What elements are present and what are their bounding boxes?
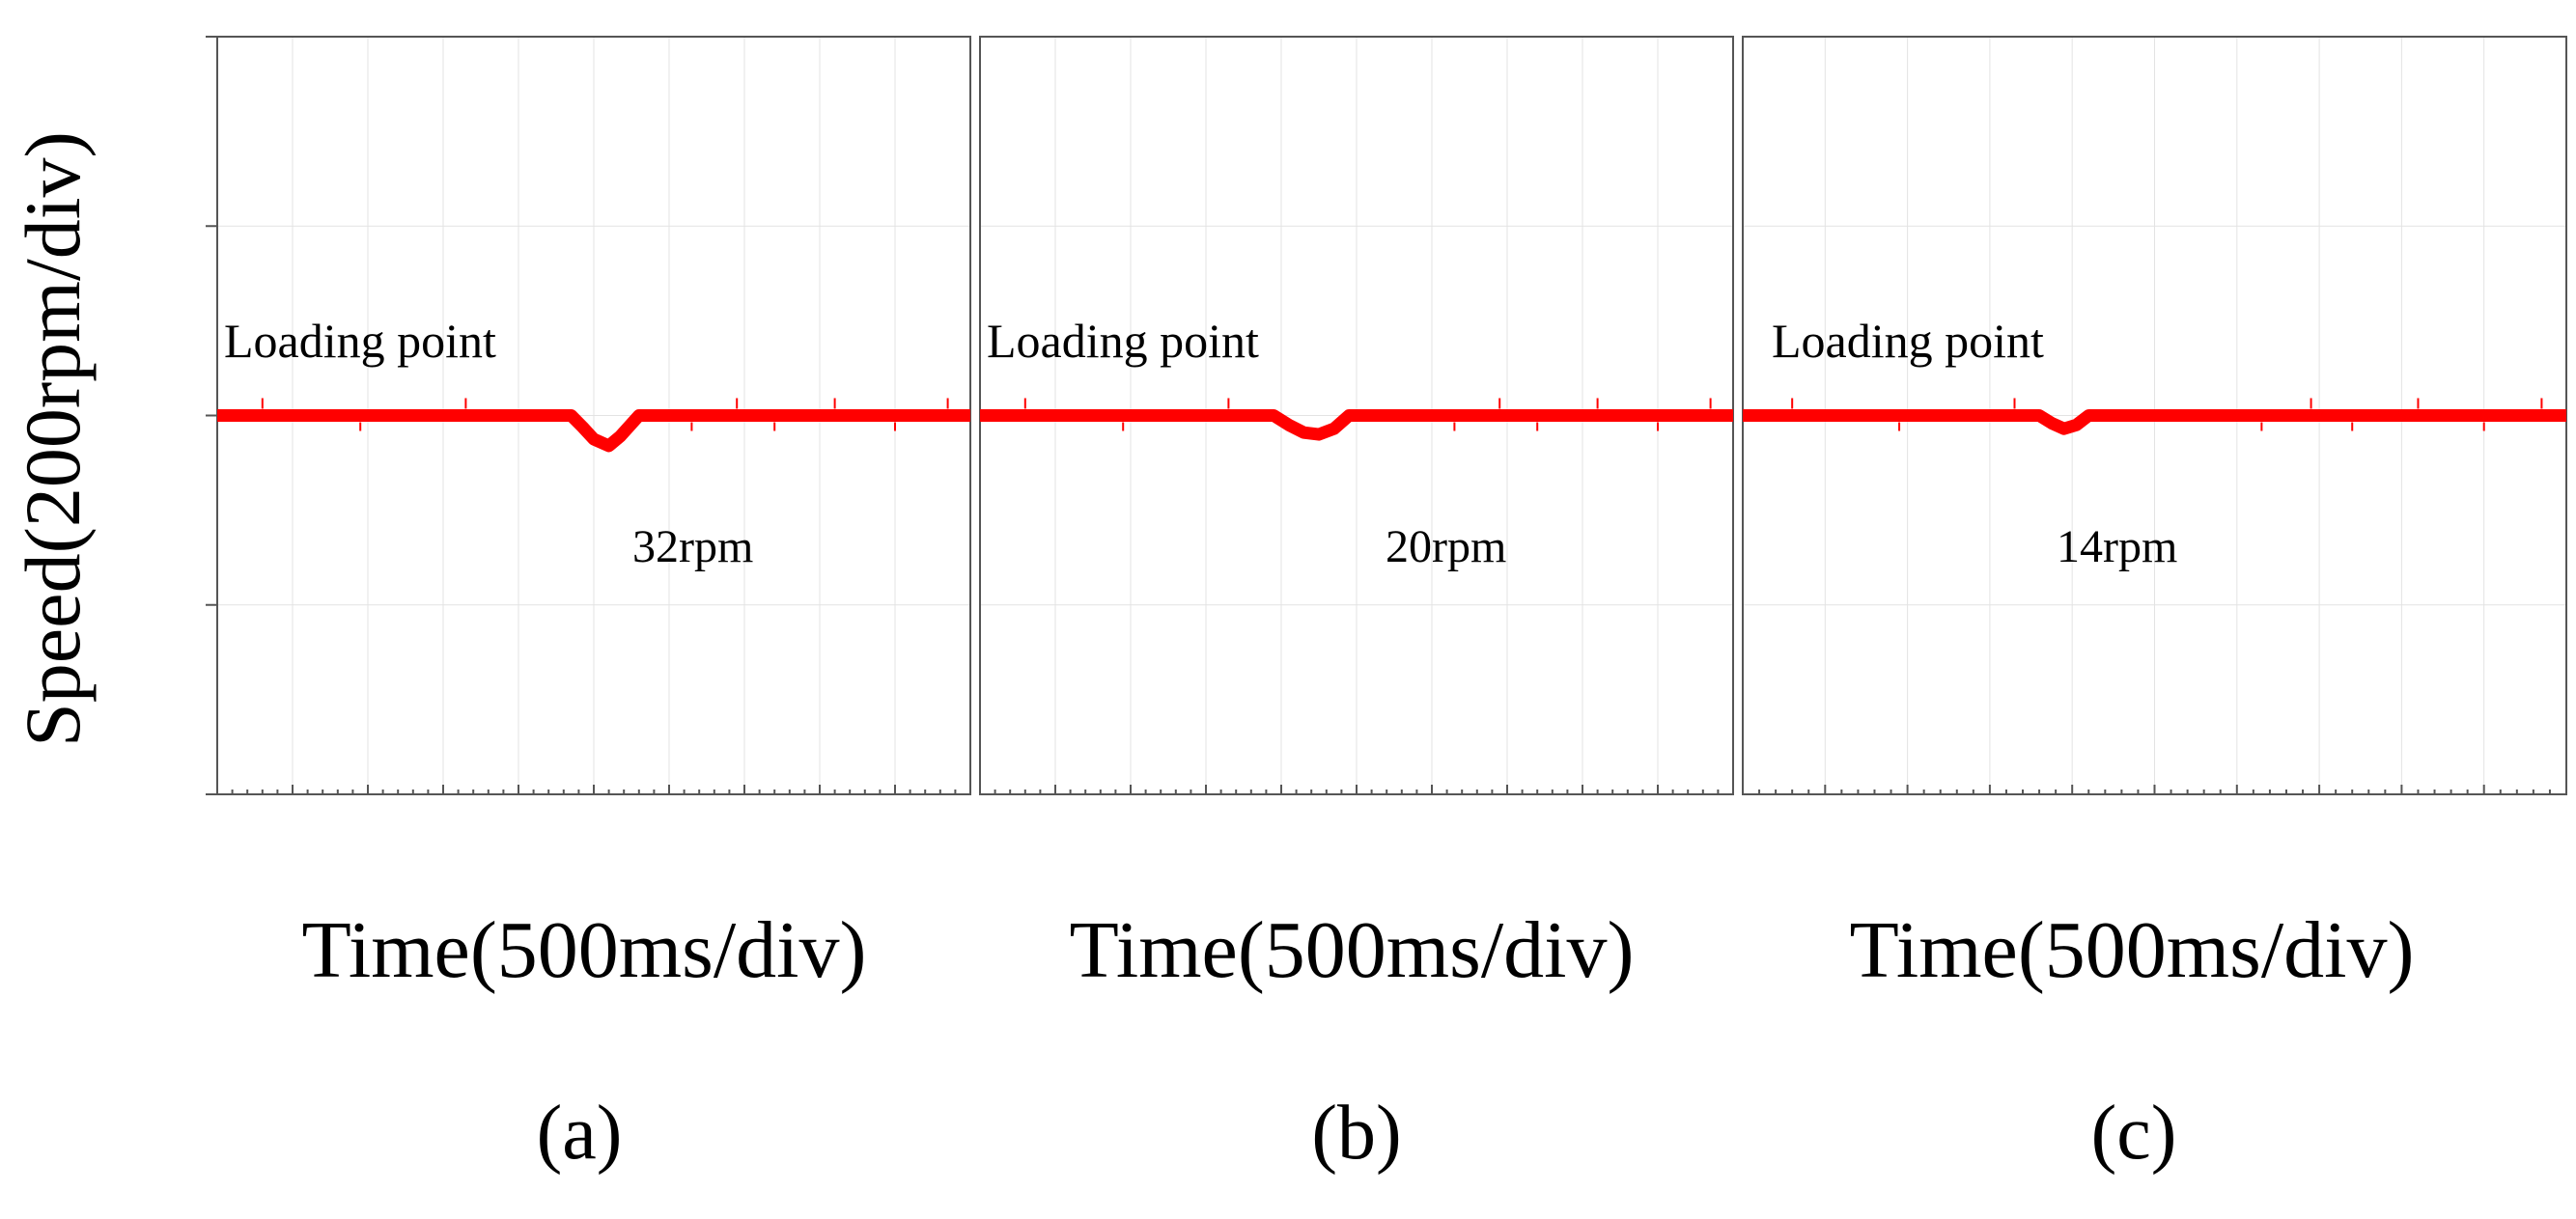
panel-a-speed-trace <box>217 409 970 453</box>
panel-b: Loading point 20rpm Time(500ms/div) (b) <box>979 36 1734 1176</box>
panel-b-dip-label: 20rpm <box>1386 521 1506 572</box>
panel-b-loading-point-label: Loading point <box>987 314 1259 368</box>
panel-a-dip-label: 32rpm <box>632 521 753 572</box>
panel-a-label: (a) <box>537 1091 623 1176</box>
y-axis-label: Speed(200rpm/div) <box>9 131 97 747</box>
panel-c-noise-spikes <box>1791 398 2543 431</box>
panel-c-label: (c) <box>2091 1091 2177 1176</box>
panel-a: Loading point 32rpm Time(500ms/div) (a) <box>206 36 971 1176</box>
panel-c-x-axis-label: Time(500ms/div) <box>1850 905 2415 995</box>
panel-a-noise-spikes <box>261 398 949 431</box>
panel-c-loading-point-label: Loading point <box>1772 314 2044 368</box>
panel-c-speed-trace <box>1743 409 2566 435</box>
panel-c: Loading point 14rpm Time(500ms/div) (c) <box>1742 36 2567 1176</box>
panel-a-ticks <box>206 36 971 795</box>
panel-b-ticks <box>979 785 1734 794</box>
panel-a-x-axis-label: Time(500ms/div) <box>302 905 867 995</box>
panel-b-x-axis-label: Time(500ms/div) <box>1070 905 1635 995</box>
panel-a-loading-point-label: Loading point <box>224 314 496 368</box>
panel-c-dip-label: 14rpm <box>2057 521 2177 572</box>
panel-c-ticks <box>1742 785 2567 794</box>
panel-b-label: (b) <box>1311 1091 1401 1176</box>
panel-b-speed-trace <box>980 409 1733 441</box>
panel-b-noise-spikes <box>1023 398 1712 431</box>
